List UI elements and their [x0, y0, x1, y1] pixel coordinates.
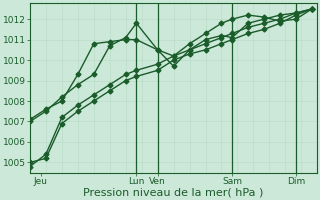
X-axis label: Pression niveau de la mer( hPa ): Pression niveau de la mer( hPa )	[84, 187, 264, 197]
